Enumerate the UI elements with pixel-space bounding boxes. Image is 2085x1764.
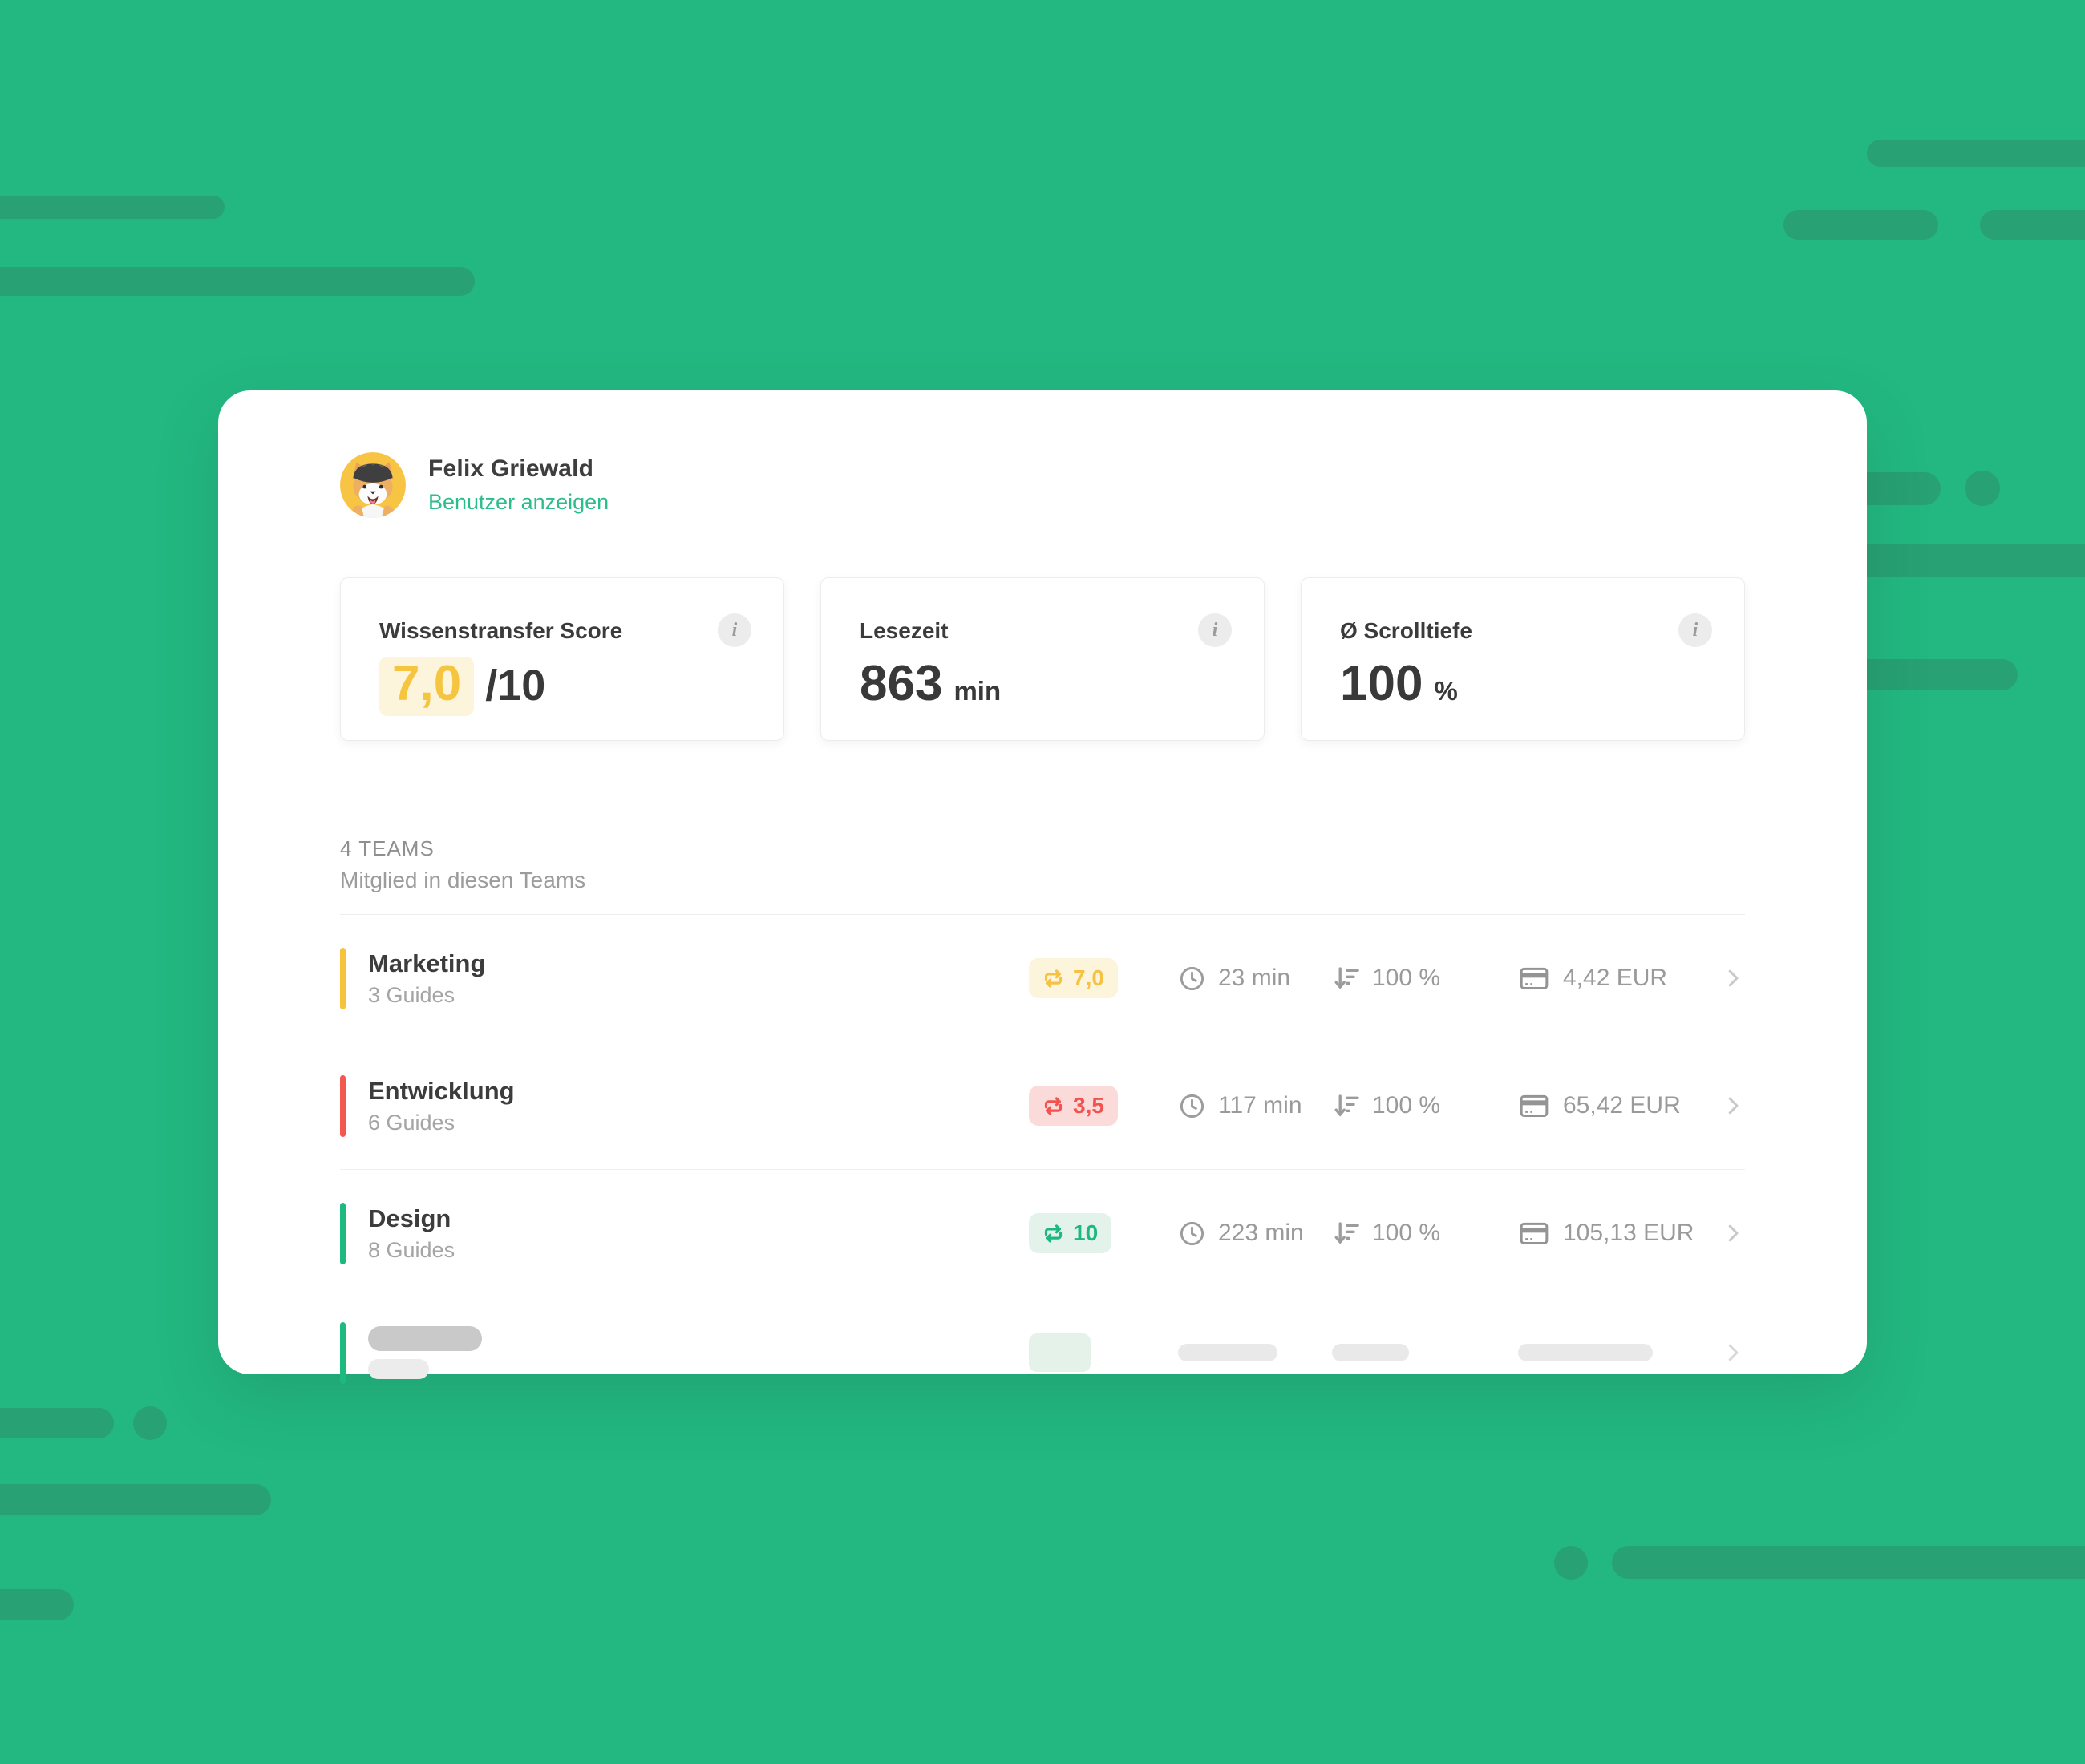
info-icon[interactable]: i [1198,613,1232,647]
user-name: Felix Griewald [428,455,594,482]
chevron-right-icon[interactable] [1721,1094,1745,1118]
skeleton-subtitle [368,1359,429,1379]
team-scroll-depth: 100 % [1332,965,1518,993]
chevron-right-icon[interactable] [1721,966,1745,990]
team-score-value: 3,5 [1073,1093,1104,1118]
team-color-bar [340,1202,346,1264]
stat-label: Lesezeit [860,618,949,643]
skeleton-score-badge [1029,1333,1091,1372]
info-icon[interactable]: i [1678,613,1712,647]
chevron-right-icon[interactable] [1721,1221,1745,1245]
scroll-depth-icon [1334,966,1359,989]
stat-value: 100 [1340,656,1423,711]
decorative-pill [1612,1546,2085,1579]
decorative-pill [1844,659,2018,690]
stat-suffix: % [1434,676,1458,706]
credit-card-icon [1520,967,1549,989]
avatar [340,452,406,518]
profile-header: Felix Griewald Benutzer anzeigen [340,452,1745,518]
stat-card-readtime: Lesezeit 863 min i [820,577,1265,741]
stat-suffix: min [953,676,1002,706]
team-cost: 105,13 EUR [1518,1217,1711,1249]
team-score-value: 10 [1073,1220,1099,1245]
stat-label: Wissenstransfer Score [379,618,623,643]
decorative-circle [1554,1546,1588,1580]
decorative-pill [0,267,475,296]
skeleton-read-time [1178,1344,1277,1361]
team-scroll-depth: 100 % [1332,1092,1518,1120]
decorative-pill [1844,544,2085,577]
repeat-icon [1044,1096,1063,1115]
scroll-depth-icon [1334,1094,1359,1117]
team-read-time: 223 min [1178,1220,1332,1248]
decorative-circle [133,1406,167,1440]
stats-row: Wissenstransfer Score 7,0 /10 i Lesezeit… [340,577,1745,741]
team-score-badge: 10 [1029,1213,1112,1253]
team-color-bar [340,1074,346,1137]
repeat-icon [1044,1224,1063,1243]
team-scroll-depth: 100 % [1332,1220,1518,1248]
team-name: Design [368,1204,451,1232]
skeleton-scroll-depth [1332,1344,1409,1361]
team-cost: 4,42 EUR [1518,962,1711,994]
team-name: Entwicklung [368,1076,515,1105]
team-guides-count: 8 Guides [368,1237,455,1262]
show-user-link[interactable]: Benutzer anzeigen [428,490,609,514]
stat-label: Ø Scrolltiefe [1340,618,1472,643]
team-color-bar [340,947,346,1009]
decorative-pill [1783,210,1938,240]
chevron-right-icon[interactable] [1721,1341,1745,1365]
team-read-time: 23 min [1178,965,1332,993]
team-score-badge: 3,5 [1029,1086,1118,1126]
team-row-loading [340,1297,1745,1408]
decorative-pill [1867,140,2085,167]
decorative-pill [0,1589,74,1620]
shiba-avatar-icon [340,452,406,518]
decorative-pill [0,196,225,219]
stat-value: 863 [860,656,943,711]
team-score-value: 7,0 [1073,965,1104,990]
skeleton-title [368,1326,482,1351]
teams-count-label: 4 TEAMS [340,836,435,860]
stat-card-score: Wissenstransfer Score 7,0 /10 i [340,577,784,741]
teams-section-header: 4 TEAMS Mitglied in diesen Teams [340,836,1745,915]
stat-value-highlight: 7,0 [379,656,475,717]
clock-icon [1180,1221,1204,1245]
clock-icon [1180,1094,1204,1118]
stat-suffix: /10 [485,662,546,710]
clock-icon [1180,966,1204,990]
decorative-pill [0,1408,114,1438]
team-read-time: 117 min [1178,1092,1332,1120]
skeleton-cost [1518,1344,1653,1361]
scroll-depth-icon [1334,1221,1359,1244]
team-row-marketing[interactable]: Marketing 3 Guides 7,0 23 min 100 % [340,915,1745,1042]
team-score-badge: 7,0 [1029,958,1118,998]
team-cost: 65,42 EUR [1518,1090,1711,1122]
stat-card-scrolldepth: Ø Scrolltiefe 100 % i [1301,577,1745,741]
team-guides-count: 3 Guides [368,982,455,1007]
info-icon[interactable]: i [718,613,751,647]
decorative-circle [1965,471,2000,506]
credit-card-icon [1520,1094,1549,1117]
credit-card-icon [1520,1222,1549,1244]
user-detail-card: Felix Griewald Benutzer anzeigen Wissens… [218,390,1867,1384]
team-row-entwicklung[interactable]: Entwicklung 6 Guides 3,5 117 min 10 [340,1042,1745,1170]
team-color-bar [340,1321,346,1384]
decorative-pill [0,1484,271,1515]
team-guides-count: 6 Guides [368,1110,455,1135]
teams-subtitle: Mitglied in diesen Teams [340,868,586,892]
repeat-icon [1044,969,1063,988]
team-row-design[interactable]: Design 8 Guides 10 223 min 100 % [340,1170,1745,1297]
decorative-pill [1980,210,2085,240]
team-name: Marketing [368,949,486,977]
